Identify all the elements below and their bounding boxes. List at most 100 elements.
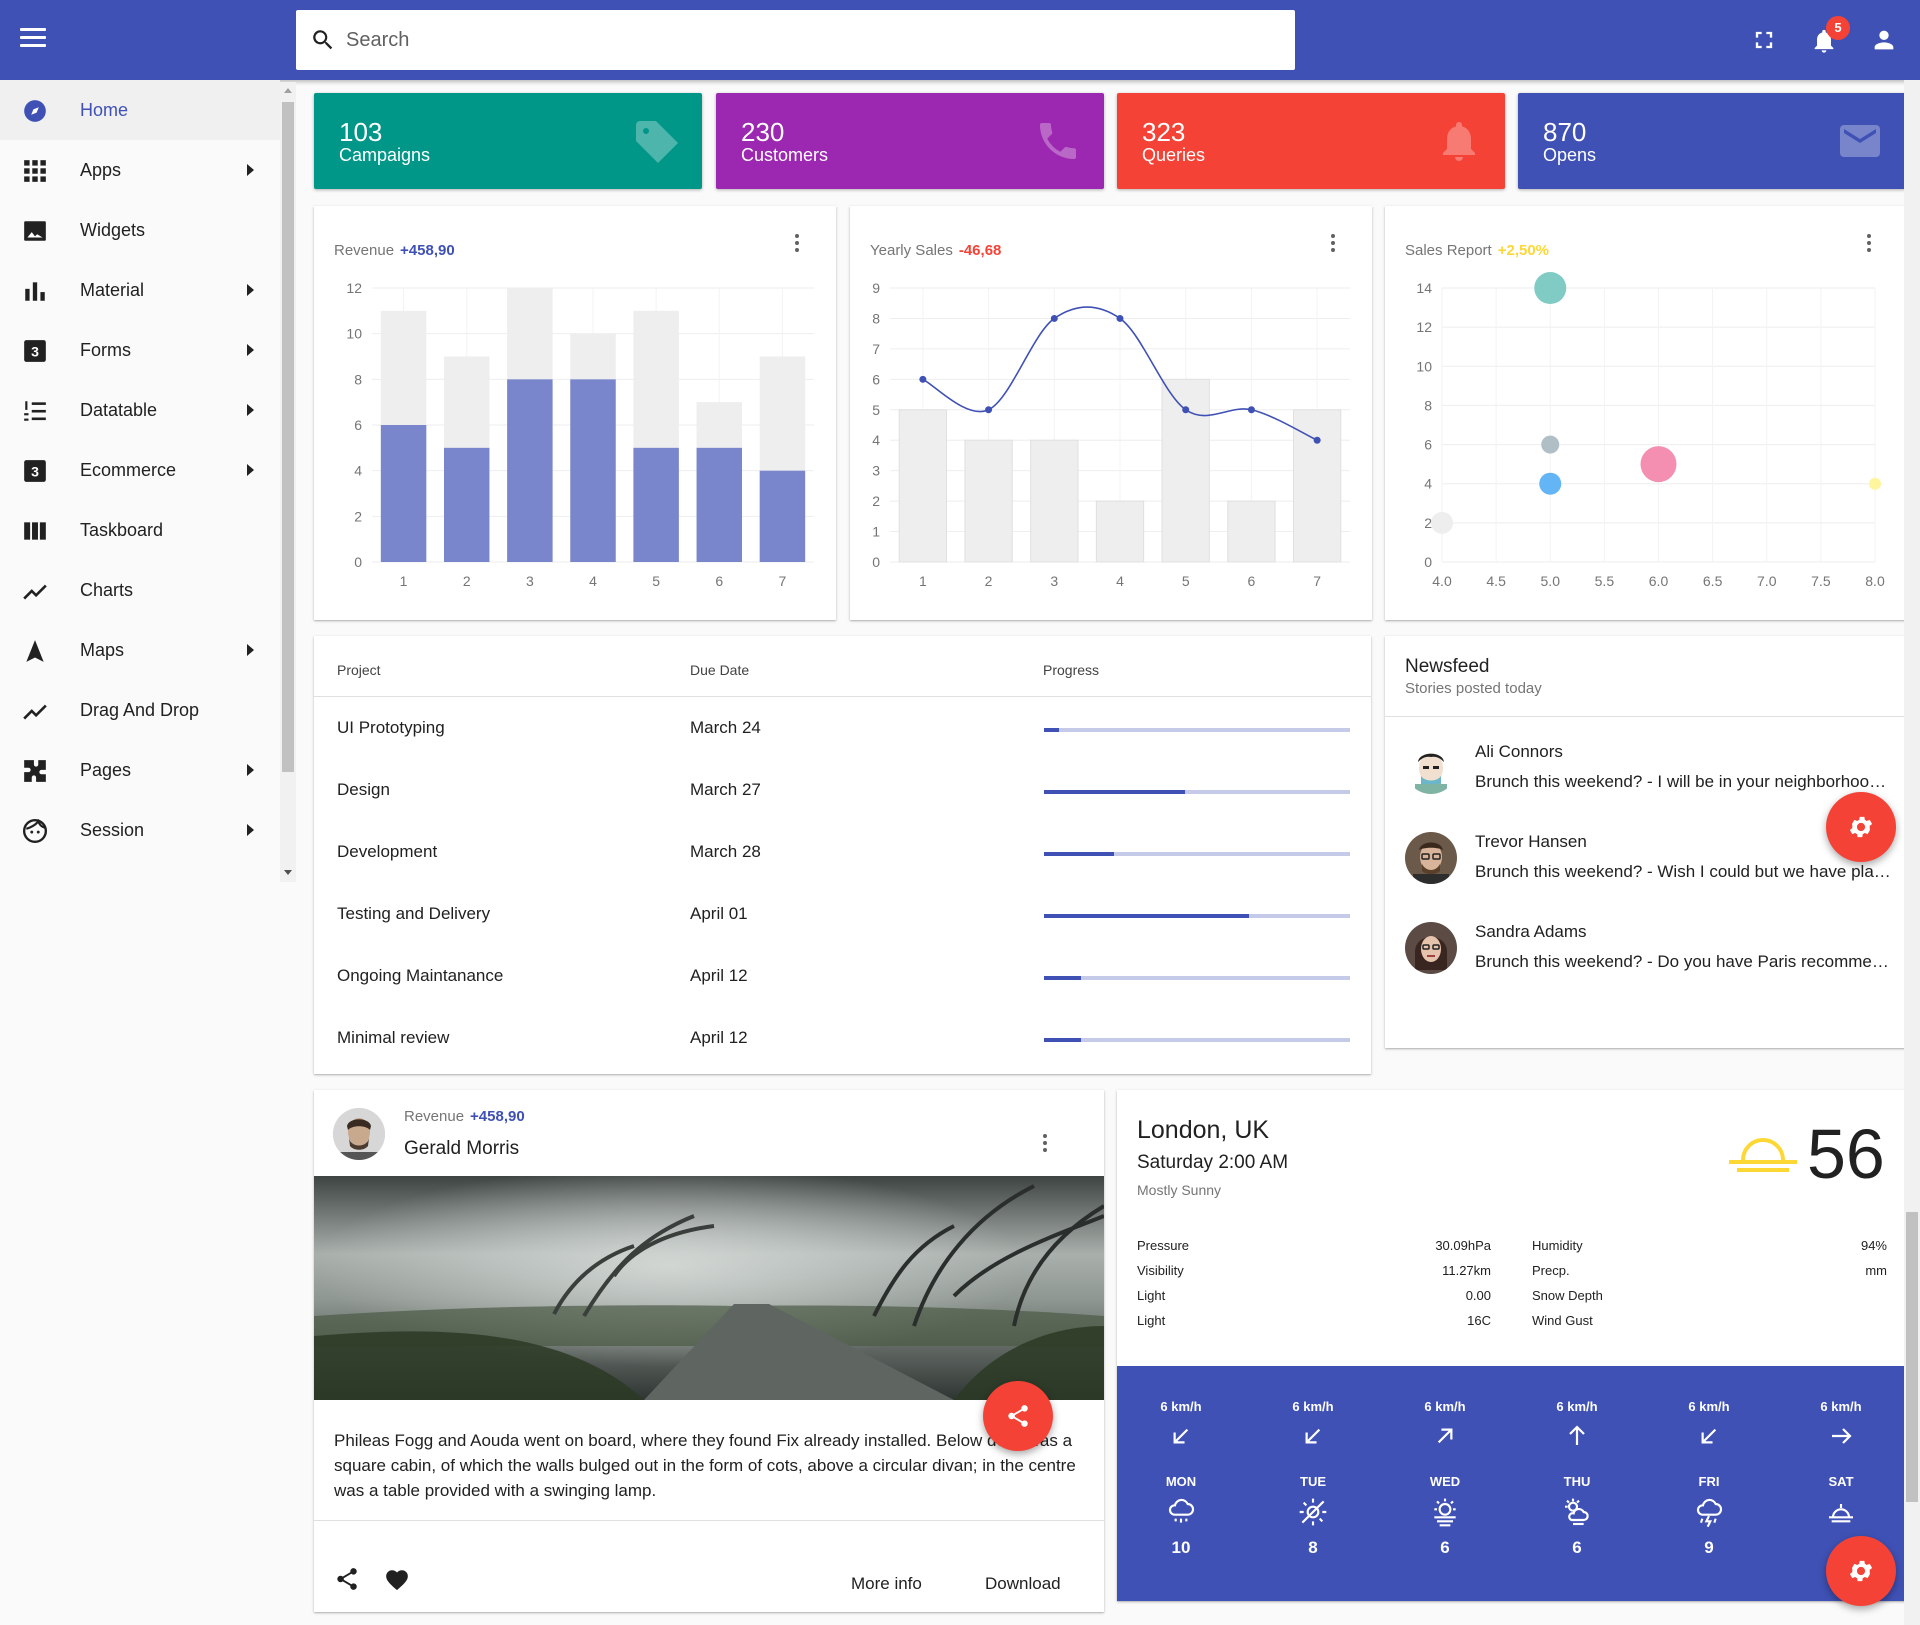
bubble-0[interactable] — [1534, 272, 1567, 304]
bar-value-5[interactable] — [633, 447, 679, 562]
list-item[interactable]: Sandra Adams Brunch this weekend? - Do yo… — [1385, 914, 1909, 1004]
share-icon[interactable] — [334, 1566, 360, 1592]
sidebar-item-label: Maps — [80, 639, 125, 660]
line-point-2[interactable] — [985, 406, 993, 414]
y-tick-label: 6 — [1424, 437, 1432, 453]
account-icon[interactable] — [1870, 26, 1898, 54]
bar-3[interactable] — [1030, 439, 1079, 563]
line-point-6[interactable] — [1247, 406, 1255, 414]
weather-stat-label: Wind Gust — [1532, 1313, 1593, 1328]
avatar — [1405, 922, 1457, 974]
more-vert-icon[interactable] — [1867, 234, 1873, 255]
heart-icon[interactable] — [384, 1567, 410, 1593]
y-tick-label: 10 — [346, 326, 362, 342]
wind-speed: 6 km/h — [1820, 1399, 1862, 1414]
sidebar-item-datatable[interactable]: Datatable — [0, 380, 280, 440]
bubble-2[interactable] — [1539, 472, 1562, 495]
bar-value-7[interactable] — [759, 470, 806, 562]
bell-icon — [1443, 122, 1475, 161]
y-tick-label: 7 — [872, 341, 880, 357]
share-fab[interactable] — [983, 1381, 1053, 1451]
x-tick-label: 3 — [1050, 573, 1058, 589]
bubble-3[interactable] — [1640, 446, 1677, 483]
bar-2[interactable] — [964, 439, 1013, 563]
list-item[interactable]: Ali Connors Brunch this weekend? - I will… — [1385, 734, 1909, 824]
bar-value-6[interactable] — [696, 447, 743, 562]
x-tick-label: 2 — [463, 573, 471, 589]
sidebar-scrollbar[interactable] — [280, 82, 296, 882]
bar-value-3[interactable] — [507, 379, 553, 562]
page-scrollbar[interactable] — [1904, 80, 1920, 1625]
trend-line-icon — [23, 584, 47, 600]
x-tick-label: 6.5 — [1703, 573, 1723, 589]
bubble-4[interactable] — [1431, 511, 1453, 534]
x-tick-label: 1 — [400, 573, 408, 589]
news-author: Trevor Hansen — [1475, 832, 1587, 851]
line-point-3[interactable] — [1050, 314, 1058, 322]
bar-chart-icon — [25, 282, 45, 301]
line-point-7[interactable] — [1313, 436, 1321, 444]
table-row[interactable]: Minimal review April 12 — [314, 1008, 1371, 1070]
menu-icon[interactable] — [20, 28, 46, 48]
sidebar-nav: Home Apps Widgets Material 3 Forms Datatable 3 E… — [0, 80, 280, 880]
y-tick-label: 2 — [354, 508, 362, 524]
stat-label: Opens — [1543, 145, 1597, 165]
post-author: Gerald Morris — [404, 1138, 520, 1159]
more-vert-icon[interactable] — [1331, 234, 1337, 255]
sidebar-item-apps[interactable]: Apps — [0, 140, 280, 200]
sidebar-item-material[interactable]: Material — [0, 260, 280, 320]
bar-1[interactable] — [898, 409, 948, 563]
sidebar-item-session[interactable]: Session — [0, 800, 280, 860]
sidebar-item-maps[interactable]: Maps — [0, 620, 280, 680]
sun-fog-icon — [1434, 1498, 1456, 1527]
settings-fab[interactable] — [1826, 792, 1896, 862]
stat-card-customers[interactable]: 230 Customers — [716, 93, 1104, 189]
search-input[interactable] — [346, 28, 1295, 52]
sidebar-item-taskboard[interactable]: Taskboard — [0, 500, 280, 560]
x-tick-label: 8.0 — [1865, 573, 1885, 589]
more-vert-icon[interactable] — [1043, 1134, 1049, 1155]
bar-4[interactable] — [1095, 500, 1145, 563]
sidebar-item-home[interactable]: Home — [0, 80, 280, 140]
sidebar-item-forms[interactable]: 3 Forms — [0, 320, 280, 380]
table-row[interactable]: Testing and Delivery April 01 — [314, 884, 1371, 946]
line-point-4[interactable] — [1116, 314, 1124, 322]
list-item[interactable]: Trevor Hansen Brunch this weekend? - Wish… — [1385, 824, 1909, 914]
sidebar-item-charts[interactable]: Charts — [0, 560, 280, 620]
revenue-chart-card: Revenue +458,90 0 2 4 6 8 10 12 1 2 3 4 5 6 7 — [314, 206, 836, 620]
wind-speed: 6 km/h — [1160, 1399, 1202, 1414]
sidebar-item-drag-and-drop[interactable]: Drag And Drop — [0, 680, 280, 740]
stat-card-campaigns[interactable]: 103 Campaigns — [314, 93, 702, 189]
table-row[interactable]: UI Prototyping March 24 — [314, 698, 1371, 760]
stat-card-queries[interactable]: 323 Queries — [1117, 93, 1505, 189]
more-vert-icon[interactable] — [795, 234, 801, 255]
table-row[interactable]: Design March 27 — [314, 760, 1371, 822]
fullscreen-icon[interactable] — [1750, 26, 1778, 54]
search-bar[interactable] — [296, 10, 1295, 70]
more-info-button[interactable]: More info — [851, 1574, 922, 1593]
bar-value-4[interactable] — [570, 379, 616, 562]
bubble-1[interactable] — [1541, 435, 1560, 454]
bar-6[interactable] — [1227, 500, 1276, 563]
bar-7[interactable] — [1292, 409, 1342, 563]
table-row[interactable]: Ongoing Maintanance April 12 — [314, 946, 1371, 1008]
bubble-5[interactable] — [1869, 477, 1881, 490]
sidebar-item-pages[interactable]: Pages — [0, 740, 280, 800]
line-point-1[interactable] — [919, 375, 927, 383]
bar-value-1[interactable] — [380, 425, 427, 562]
stat-card-opens[interactable]: 870 Opens — [1518, 93, 1906, 189]
notification-badge: 5 — [1826, 16, 1850, 40]
news-author: Sandra Adams — [1475, 922, 1587, 941]
bar-value-2[interactable] — [443, 447, 490, 562]
settings-fab[interactable] — [1826, 1536, 1896, 1606]
sidebar-item-widgets[interactable]: Widgets — [0, 200, 280, 260]
download-button[interactable]: Download — [985, 1574, 1061, 1593]
due-date: April 01 — [690, 904, 748, 923]
table-row[interactable]: Development March 28 — [314, 822, 1371, 884]
progress-bar — [1044, 790, 1350, 794]
sidebar-item-ecommerce[interactable]: 3 Ecommerce — [0, 440, 280, 500]
sidebar-item-label: Material — [80, 279, 145, 300]
card-title: Yearly Sales — [870, 242, 953, 259]
weather-stat-value: 94% — [1860, 1238, 1887, 1253]
line-point-5[interactable] — [1182, 406, 1190, 414]
